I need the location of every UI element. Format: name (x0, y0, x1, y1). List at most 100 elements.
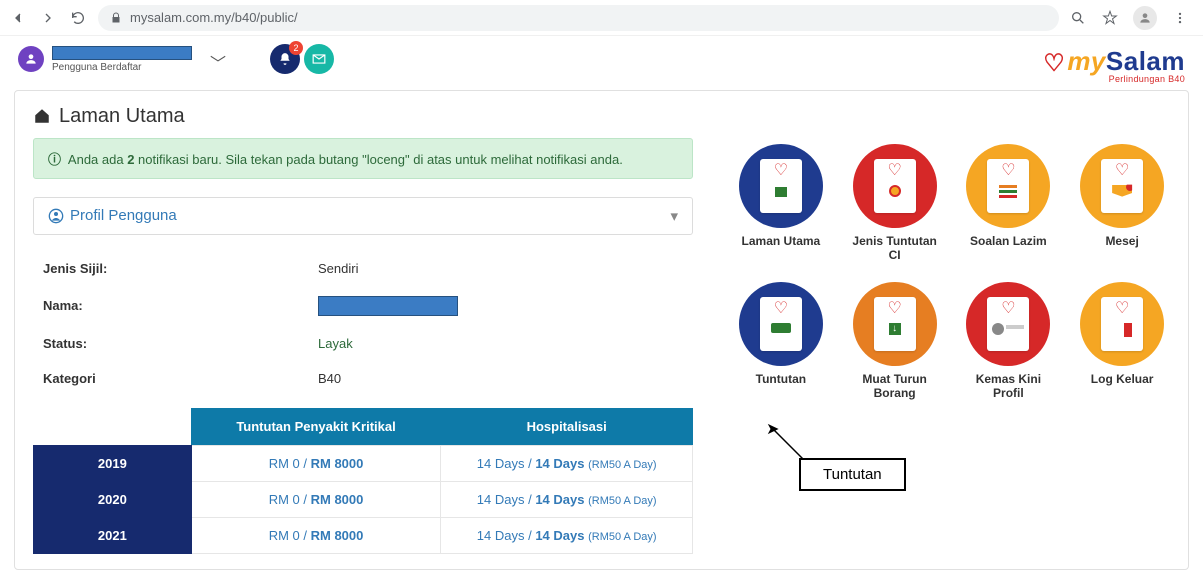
menu-label: Mesej (1105, 234, 1138, 248)
menu-item-log-keluar[interactable]: ♡ Log Keluar (1074, 282, 1170, 400)
profile-key: Nama: (43, 298, 318, 313)
kebab-menu-icon[interactable] (1171, 9, 1189, 27)
heart-icon: ♡ (774, 301, 788, 317)
menu-item-soalan-lazim[interactable]: ♡ Soalan Lazim (961, 144, 1057, 262)
heart-icon: ♡ (887, 301, 901, 317)
brand-logo: ♡mySalam Perlindungan B40 (1043, 46, 1185, 84)
menu-item-kemas-kini-profil[interactable]: ♡ Kemas Kini Profil (961, 282, 1057, 400)
claims-critical-cell: RM 0 / RM 8000 (191, 445, 441, 481)
doc-card-icon: ♡ (760, 297, 802, 351)
profile-value: Sendiri (318, 261, 358, 276)
menu-label: Muat Turun Borang (847, 372, 943, 400)
chrome-right-controls (1069, 6, 1195, 30)
heart-icon: ♡ (1001, 301, 1015, 317)
menu-label: Soalan Lazim (970, 234, 1047, 248)
menu-label: Laman Utama (742, 234, 821, 248)
profile-value: Layak (318, 336, 353, 351)
main-panel: Laman Utama ⓘ Anda ada 2 notifikasi baru… (14, 90, 1189, 570)
panel-title-text: Profil Pengguna (70, 207, 177, 224)
menu-circle: ♡ (739, 144, 823, 228)
doc-card-icon: ♡ (1101, 297, 1143, 351)
heart-icon: ♡ (1043, 50, 1065, 77)
claims-year: 2019 (34, 445, 192, 481)
doc-card-icon: ♡ (760, 159, 802, 213)
page-title: Laman Utama (33, 105, 1170, 128)
claims-row: 2020 RM 0 / RM 8000 14 Days / 14 Days (R… (34, 481, 693, 517)
notification-alert: ⓘ Anda ada 2 notifikasi baru. Sila tekan… (33, 138, 693, 179)
cursor-icon: ➤ (766, 419, 779, 439)
name-redacted (318, 296, 458, 316)
claims-row: 2021 RM 0 / RM 8000 14 Days / 14 Days (R… (34, 517, 693, 553)
mail-button[interactable] (304, 44, 334, 74)
claims-header-critical: Tuntutan Penyakit Kritikal (191, 408, 441, 446)
doc-card-icon: ♡ (1101, 159, 1143, 213)
user-name-redacted (52, 46, 192, 60)
claims-year: 2021 (34, 517, 192, 553)
url-text: mysalam.com.my/b40/public/ (130, 10, 298, 25)
profile-key: Kategori (43, 371, 318, 386)
profile-value (318, 296, 458, 316)
claims-hospital-cell: 14 Days / 14 Days (RM50 A Day) (441, 517, 693, 553)
lock-icon (110, 12, 122, 24)
annotation-box: Tuntutan (799, 458, 906, 491)
address-bar[interactable]: mysalam.com.my/b40/public/ (98, 5, 1059, 31)
claims-header-hospital: Hospitalisasi (441, 408, 693, 446)
menu-circle: ♡ (1080, 144, 1164, 228)
profile-avatar[interactable] (1133, 6, 1157, 30)
user-badge-icon[interactable] (18, 46, 44, 72)
info-icon: ⓘ (48, 152, 61, 167)
menu-item-mesej[interactable]: ♡ Mesej (1074, 144, 1170, 262)
user-dropdown[interactable]: Pengguna Berdaftar (52, 46, 192, 73)
forward-button[interactable] (38, 8, 58, 28)
doc-card-icon: ♡ ↓ (874, 297, 916, 351)
heart-icon: ♡ (1001, 163, 1015, 179)
star-icon[interactable] (1101, 9, 1119, 27)
notification-bell-button[interactable]: 2 (270, 44, 300, 74)
reload-button[interactable] (68, 8, 88, 28)
browser-toolbar: mysalam.com.my/b40/public/ (0, 0, 1203, 36)
menu-label: Tuntutan (756, 372, 806, 386)
profile-value: B40 (318, 371, 341, 386)
menu-item-tuntutan[interactable]: ♡ Tuntutan (733, 282, 829, 400)
menu-sub-icon (999, 185, 1017, 198)
profile-panel-toggle[interactable]: Profil Pengguna ▾ (33, 197, 693, 235)
claims-critical-cell: RM 0 / RM 8000 (191, 517, 441, 553)
menu-item-muat-turun-borang[interactable]: ♡ ↓ Muat Turun Borang (847, 282, 943, 400)
heart-icon: ♡ (887, 163, 901, 179)
doc-card-icon: ♡ (874, 159, 916, 213)
back-button[interactable] (8, 8, 28, 28)
menu-circle: ♡ (853, 144, 937, 228)
claims-critical-cell: RM 0 / RM 8000 (191, 481, 441, 517)
chevron-down-icon[interactable]: ﹀ (210, 50, 226, 74)
menu-circle: ♡ (966, 282, 1050, 366)
claims-hospital-cell: 14 Days / 14 Days (RM50 A Day) (441, 481, 693, 517)
profile-row: KategoriB40 (43, 361, 683, 396)
menu-circle: ♡ (966, 144, 1050, 228)
claims-hospital-cell: 14 Days / 14 Days (RM50 A Day) (441, 445, 693, 481)
profile-key: Status: (43, 336, 318, 351)
menu-circle: ♡ (1080, 282, 1164, 366)
doc-card-icon: ♡ (987, 159, 1029, 213)
menu-sub-icon (775, 185, 787, 197)
profile-row: Nama: (43, 286, 683, 326)
menu-sub-icon (1118, 323, 1126, 337)
notification-count-badge: 2 (289, 41, 303, 55)
app-header: Pengguna Berdaftar ﹀ 2 ♡mySalam Perlindu… (0, 36, 1203, 90)
zoom-icon[interactable] (1069, 9, 1087, 27)
claims-row: 2019 RM 0 / RM 8000 14 Days / 14 Days (R… (34, 445, 693, 481)
doc-card-icon: ♡ (987, 297, 1029, 351)
menu-item-laman-utama[interactable]: ♡ Laman Utama (733, 144, 829, 262)
heart-icon: ♡ (774, 163, 788, 179)
menu-sub-icon (1112, 185, 1132, 197)
claims-year: 2020 (34, 481, 192, 517)
caret-icon: ▾ (670, 207, 678, 225)
menu-sub-icon (889, 185, 901, 197)
menu-sub-icon: ↓ (889, 323, 901, 335)
menu-item-jenis-tuntutan-ci[interactable]: ♡ Jenis Tuntutan CI (847, 144, 943, 262)
heart-icon: ♡ (1115, 301, 1129, 317)
menu-label: Jenis Tuntutan CI (847, 234, 943, 262)
menu-circle: ♡ (739, 282, 823, 366)
menu-circle: ♡ ↓ (853, 282, 937, 366)
menu-sub-icon (992, 323, 1024, 335)
menu-label: Kemas Kini Profil (961, 372, 1057, 400)
